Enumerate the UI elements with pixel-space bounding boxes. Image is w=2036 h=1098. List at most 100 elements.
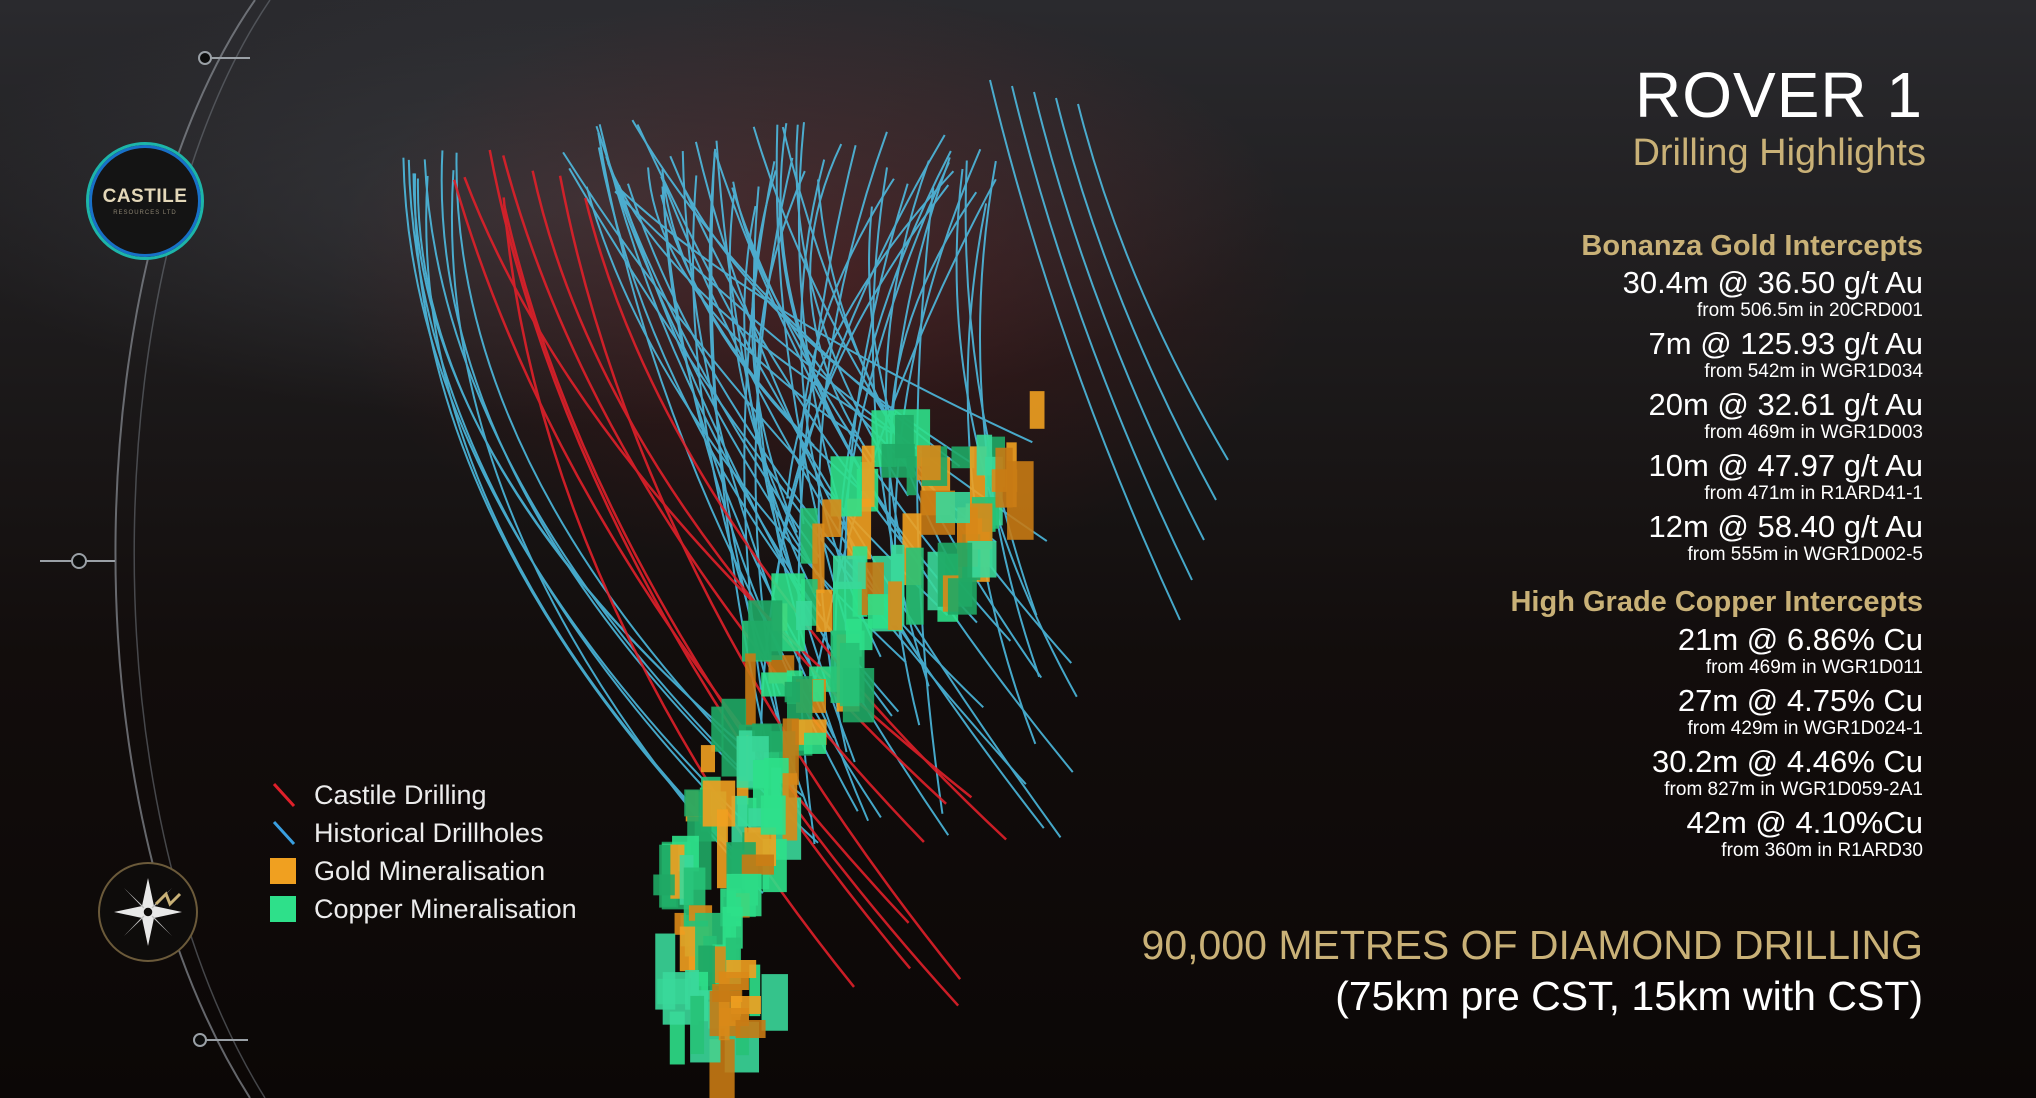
gold-intercept: 12m @ 58.40 g/t Au from 555m in WGR1D002… [1649,510,1923,566]
drillhole-trace [778,201,978,624]
drillhole-trace [809,143,876,463]
intercept-source: from 469m in WGR1D003 [1704,422,1923,443]
gold-intercept: 30.4m @ 36.50 g/t Au from 506.5m in 20CR… [1623,266,1923,322]
drillhole-trace [964,160,1038,616]
gold-intercept: 7m @ 125.93 g/t Au from 542m in WGR1D034 [1649,327,1923,383]
mineralisation-patch [888,581,902,630]
legend-label: Gold Mineralisation [314,855,546,886]
intercept-source: from 827m in WGR1D059-2A1 [1664,779,1923,800]
mineralisation-patch [761,974,788,1031]
mineralisation-patch [748,600,783,660]
legend-item-copper-mineralisation: Copper Mineralisation [270,890,577,928]
drillhole-trace [584,197,1007,841]
intercept-value: 20m @ 32.61 g/t Au [1648,387,1923,422]
mineralisation-patch [861,445,875,507]
mineralisation-patch [839,642,860,707]
drillhole-trace [416,178,793,787]
mineralisation-patch [796,600,812,631]
page-subtitle: Drilling Highlights [1632,132,1926,174]
drillhole-trace [607,162,894,435]
copper-intercept: 27m @ 4.75% Cu from 429m in WGR1D024-1 [1678,684,1923,740]
mineralisation-patch [735,1020,766,1038]
mineralisation-patch [935,491,970,524]
mineralisation-patch [867,594,891,629]
drillhole-trace [817,131,888,753]
castile-logo: CASTILE RESOURCES LTD [86,142,204,260]
intercept-source: from 360m in R1ARD30 [1721,840,1923,861]
drillhole-trace [660,176,1045,829]
drillhole-trace [1055,97,1217,501]
drillhole-trace [412,173,804,798]
intercept-source: from 471m in R1ARD41-1 [1704,483,1923,504]
drillhole-trace [916,187,944,814]
mineralisation-patch [812,523,825,594]
copper-section-heading: High Grade Copper Intercepts [1510,586,1923,618]
copper-intercept: 30.2m @ 4.46% Cu from 827m in WGR1D059-2… [1652,745,1923,801]
mineralisation-patch [813,679,824,702]
blue-line-icon [270,820,296,846]
intercept-source: from 429m in WGR1D024-1 [1687,718,1923,739]
drillhole-trace [989,79,1181,621]
copper-intercept: 21m @ 6.86% Cu from 469m in WGR1D011 [1678,623,1923,679]
intercept-source: from 542m in WGR1D034 [1704,361,1923,382]
intercept-value: 21m @ 6.86% Cu [1677,622,1923,657]
drillhole-trace [669,155,924,570]
gold-intercept: 10m @ 47.97 g/t Au from 471m in R1ARD41-… [1649,449,1923,505]
page-title: ROVER 1 [1635,59,1923,131]
red-line-icon [270,782,296,808]
drilling-breakdown: (75km pre CST, 15km with CST) [1335,973,1923,1019]
mineralisation-patch [816,589,833,632]
mineralisation-patch [916,445,941,481]
mineralisation-patch [711,706,724,752]
drillhole-trace [558,175,962,980]
mineralisation-patch [653,874,675,896]
drillhole-trace [754,157,800,808]
mineralisation-patch [669,1011,685,1065]
drillhole-trace [455,152,764,776]
legend-label: Castile Drilling [314,779,487,810]
drillhole-trace [756,170,806,595]
intercept-value: 7m @ 125.93 g/t Au [1648,326,1923,361]
drillhole-trace [452,179,910,924]
drillhole-trace [1033,91,1205,541]
legend-item-castile-drilling: Castile Drilling [270,776,577,814]
drillhole-trace [615,184,1033,444]
copper-intercept: 42m @ 4.10%Cu from 360m in R1ARD30 [1686,806,1923,862]
intercept-value: 30.4m @ 36.50 g/t Au [1622,265,1923,300]
gold-intercept: 20m @ 32.61 g/t Au from 469m in WGR1D003 [1649,388,1923,444]
mineralisation-patch [718,971,730,1041]
drillhole-trace [647,167,862,440]
legend: Castile Drilling Historical Drillholes G… [270,776,577,928]
drillhole-trace [605,156,833,595]
drillhole-trace [488,149,912,970]
mineralisation-patch [804,732,827,754]
intercept-value: 42m @ 4.10%Cu [1686,805,1923,840]
mineralisation-patch [690,995,705,1055]
drillhole-trace [568,167,1027,785]
drillhole-trace [752,126,1073,664]
drillhole-trace [728,194,818,576]
mineralisation-patch [674,912,687,935]
mineralisation-patch [749,964,761,1017]
mineralisation-patch [782,773,798,841]
drillhole-trace [955,168,1078,698]
mineralisation-patch [894,414,914,459]
mineralisation-patch [951,446,975,469]
mineralisation-patch [947,578,977,615]
gold-section-heading: Bonanza Gold Intercepts [1581,230,1923,262]
drillhole-trace [562,151,949,616]
mineralisation-patch [967,540,997,578]
mineralisation-patch [1029,391,1045,429]
legend-item-historical-drillholes: Historical Drillholes [270,814,577,852]
mineralisation-patch [906,547,924,625]
legend-item-gold-mineralisation: Gold Mineralisation [270,852,577,890]
drillhole-trace [1077,103,1229,461]
intercept-value: 10m @ 47.97 g/t Au [1648,448,1923,483]
orange-square-icon [270,858,296,884]
mineralisation-patch [745,653,756,727]
drillhole-trace [798,178,895,525]
drillhole-trace [618,184,950,836]
drillhole-trace [502,155,925,843]
